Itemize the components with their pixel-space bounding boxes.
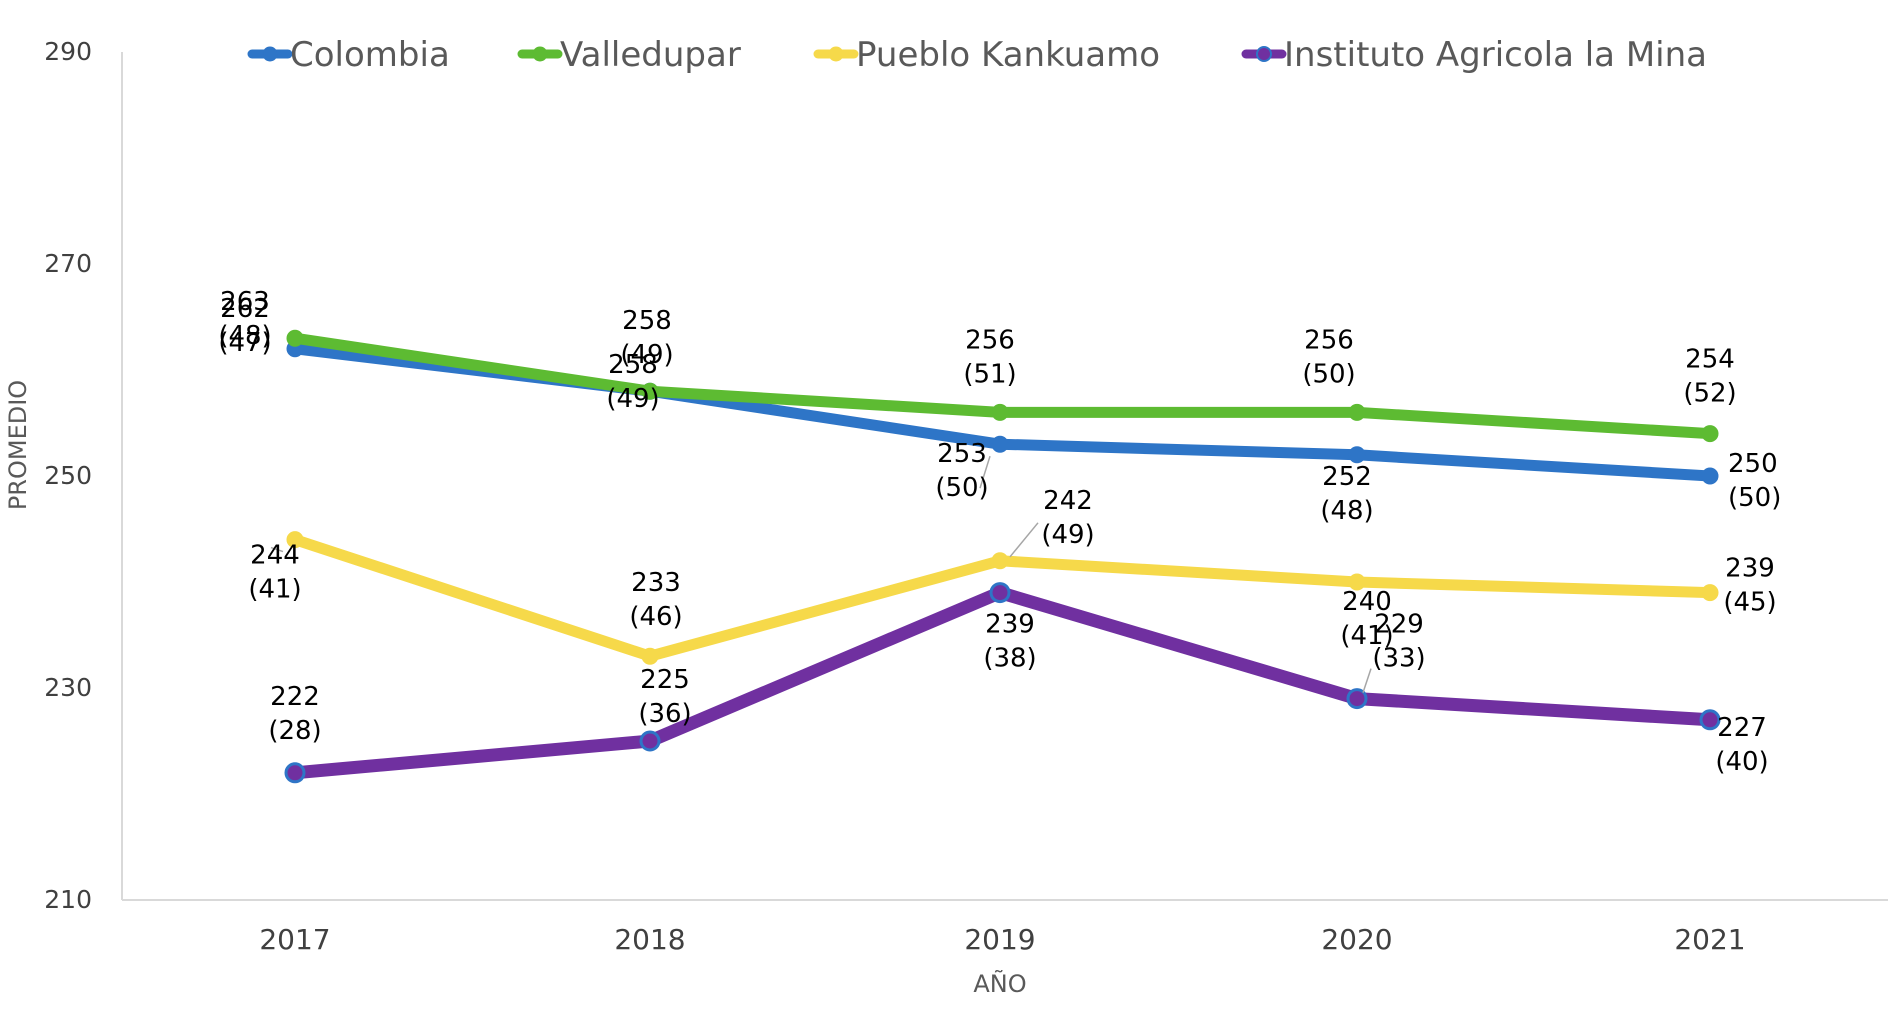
data-point bbox=[641, 382, 659, 400]
data-labels: 262(47)258(49)253(50) 252(48)250(50)263(4… bbox=[218, 287, 1781, 777]
data-label: 229 bbox=[1374, 610, 1424, 640]
data-label: 258 bbox=[622, 306, 672, 336]
data-label: 258 bbox=[608, 350, 658, 380]
y-tick-label: 230 bbox=[44, 673, 92, 702]
y-tick-labels: 210 230 250 270 290 bbox=[44, 37, 92, 914]
series-instituto-agricola-la-mina bbox=[284, 582, 1721, 784]
data-sublabel: (47) bbox=[218, 328, 271, 358]
leader-line bbox=[979, 455, 991, 489]
data-sublabel: (36) bbox=[638, 699, 691, 729]
legend-swatch-marker bbox=[1256, 46, 1272, 62]
data-sublabel: (52) bbox=[1683, 379, 1736, 409]
data-sublabel: (50) bbox=[935, 473, 988, 503]
legend-swatch-marker bbox=[828, 46, 844, 62]
data-label: 263 bbox=[220, 287, 270, 317]
data-point bbox=[1701, 467, 1719, 485]
y-axis-title: PROMEDIO bbox=[4, 380, 32, 510]
data-sublabel: (33) bbox=[1372, 644, 1425, 674]
legend-item: Colombia bbox=[247, 35, 450, 75]
data-sublabel: (49) bbox=[606, 384, 659, 414]
data-label: 240 bbox=[1342, 587, 1392, 617]
data-point bbox=[991, 552, 1009, 570]
data-label: 239 bbox=[1725, 554, 1775, 584]
data-label: 254 bbox=[1685, 345, 1735, 375]
data-sublabel: (48) bbox=[1320, 496, 1373, 526]
data-sublabel: (49) bbox=[620, 340, 673, 370]
y-tick-label: 210 bbox=[44, 885, 92, 914]
data-point bbox=[1699, 709, 1721, 731]
data-point bbox=[1348, 573, 1366, 591]
data-label: 256 bbox=[965, 325, 1015, 355]
data-sublabel: (50) bbox=[1728, 483, 1781, 513]
x-tick-labels: 2017 2018 2019 2020 2021 bbox=[259, 923, 1745, 956]
data-point bbox=[989, 582, 1011, 604]
data-label: 252 bbox=[1322, 462, 1372, 492]
data-sublabel: (40) bbox=[1715, 747, 1768, 777]
x-axis-title: AÑO bbox=[973, 968, 1026, 998]
data-point bbox=[286, 329, 304, 347]
leader-line bbox=[270, 546, 284, 553]
x-tick-label: 2018 bbox=[614, 923, 685, 956]
legend-item: Instituto Agricola la Mina bbox=[1241, 35, 1707, 75]
data-point bbox=[286, 531, 304, 549]
x-tick-label: 2020 bbox=[1321, 923, 1392, 956]
data-sublabel: (41) bbox=[1340, 621, 1393, 651]
x-tick-label: 2017 bbox=[259, 923, 330, 956]
data-label: 222 bbox=[270, 682, 320, 712]
data-label: 227 bbox=[1717, 713, 1767, 743]
data-point bbox=[1701, 584, 1719, 602]
data-sublabel: (49) bbox=[1041, 520, 1094, 550]
y-tick-label: 290 bbox=[44, 37, 92, 66]
data-label: 242 bbox=[1043, 486, 1093, 516]
legend-label: Valledupar bbox=[560, 35, 741, 75]
data-point bbox=[991, 403, 1009, 421]
data-sublabel: (48) bbox=[218, 321, 271, 351]
y-tick-label: 250 bbox=[44, 461, 92, 490]
data-label: 250 bbox=[1728, 449, 1778, 479]
data-label: 239 bbox=[985, 610, 1035, 640]
legend-item: Valledupar bbox=[517, 35, 741, 75]
data-point bbox=[1346, 688, 1368, 710]
data-point bbox=[1348, 446, 1366, 464]
data-point bbox=[284, 762, 306, 784]
x-tick-label: 2021 bbox=[1674, 923, 1745, 956]
legend-label: Pueblo Kankuamo bbox=[856, 35, 1160, 75]
x-tick-label: 2019 bbox=[964, 923, 1035, 956]
legend-label: Instituto Agricola la Mina bbox=[1284, 35, 1707, 75]
data-sublabel: (51) bbox=[963, 359, 1016, 389]
data-point bbox=[1348, 403, 1366, 421]
legend-swatch-marker bbox=[532, 46, 548, 62]
data-sublabel: (38) bbox=[983, 644, 1036, 674]
data-sublabel: (50) bbox=[1302, 359, 1355, 389]
data-point bbox=[641, 647, 659, 665]
y-tick-label: 270 bbox=[44, 249, 92, 278]
data-sublabel: (45) bbox=[1723, 588, 1776, 618]
data-sublabel: (46) bbox=[629, 602, 682, 632]
data-point bbox=[639, 730, 661, 752]
legend-swatch-marker bbox=[262, 46, 278, 62]
data-label: 244 bbox=[250, 541, 300, 571]
leader-line bbox=[1362, 668, 1372, 693]
series-layer bbox=[284, 329, 1721, 784]
data-label: 233 bbox=[631, 568, 681, 598]
data-sublabel: (28) bbox=[268, 716, 321, 746]
data-sublabel: (41) bbox=[248, 575, 301, 605]
legend: Colombia Valledupar Pueblo Kankuamo Institu… bbox=[247, 35, 1707, 75]
chart-axes bbox=[121, 52, 1888, 901]
series-pueblo-kankuamo bbox=[286, 531, 1719, 665]
label-leader-lines bbox=[270, 455, 1372, 693]
data-point bbox=[991, 435, 1009, 453]
data-label: 256 bbox=[1304, 325, 1354, 355]
data-label: 225 bbox=[640, 665, 690, 695]
data-label: 262 bbox=[220, 294, 270, 324]
data-label: 253 bbox=[937, 439, 987, 469]
series-valledupar bbox=[286, 329, 1719, 443]
legend-label: Colombia bbox=[290, 35, 450, 75]
leader-line bbox=[1009, 522, 1039, 558]
legend-item: Pueblo Kankuamo bbox=[813, 35, 1160, 75]
data-point bbox=[1701, 425, 1719, 443]
